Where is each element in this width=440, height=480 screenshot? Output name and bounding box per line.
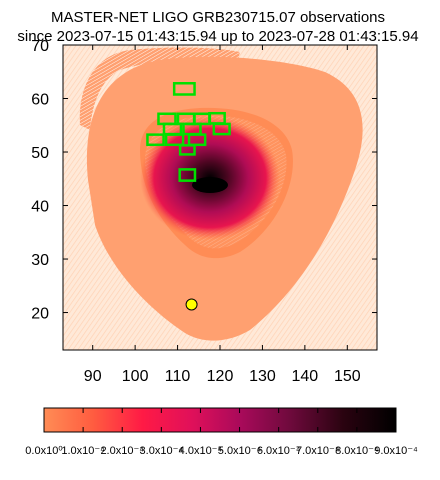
outer-band-region [79,47,240,130]
x-tick-label: 120 [207,368,234,385]
chart-title-line1: MASTER-NET LIGO GRB230715.07 observation… [51,9,385,26]
colorbar-tick-label: 5.0x10⁻⁴ [218,445,262,457]
colorbar-tick-label: 0.0x10⁰ [25,445,63,457]
y-axis: 20 30 40 50 60 70 [31,38,377,323]
y-tick-label: 70 [31,38,49,55]
x-axis: 90 100 110 120 130 140 150 [84,45,361,385]
colorbar-tick-label: 9.0x10⁻⁴ [374,445,418,457]
x-tick-label: 90 [84,368,102,385]
y-tick-label: 50 [31,145,49,162]
y-tick-label: 30 [31,252,49,269]
colorbar-tick-label: 1.0x10⁻⁴ [61,445,105,457]
x-tick-label: 110 [165,368,191,385]
y-tick-label: 40 [31,199,49,216]
observed-field [172,82,196,96]
colorbar-tick-label: 7.0x10⁻⁴ [296,445,340,457]
colorbar-tick-label: 2.0x10⁻⁴ [100,445,144,457]
colorbar-ticks: 0.0x10⁰1.0x10⁻⁴2.0x10⁻⁴3.0x10⁻⁴4.0x10⁻⁴5… [25,408,418,457]
observed-field [146,133,165,147]
grb-position-marker [185,298,198,311]
observed-field [178,168,197,182]
probability-peak [192,177,228,193]
chart-title-line2: since 2023-07-15 01:43:15.94 up to 2023-… [17,28,418,45]
colorbar-tick-label: 3.0x10⁻⁴ [140,445,184,457]
observed-field [187,133,207,147]
observed-field [178,144,196,156]
x-tick-label: 130 [249,368,276,385]
observed-field [164,133,185,147]
x-tick-label: 150 [334,368,361,385]
colorbar-gradient [43,407,397,433]
colorbar: 0.0x10⁰1.0x10⁻⁴2.0x10⁻⁴3.0x10⁻⁴4.0x10⁻⁴5… [25,407,418,457]
y-tick-label: 60 [31,92,49,109]
colorbar-tick-label: 4.0x10⁻⁴ [179,445,223,457]
observed-field [212,122,231,136]
observed-fields [146,82,231,182]
x-tick-label: 140 [292,368,319,385]
x-tick-label: 100 [122,368,149,385]
plot-area [63,45,377,350]
colorbar-tick-label: 6.0x10⁻⁴ [257,445,301,457]
colorbar-tick-label: 8.0x10⁻⁴ [335,445,379,457]
y-tick-label: 20 [31,306,49,323]
